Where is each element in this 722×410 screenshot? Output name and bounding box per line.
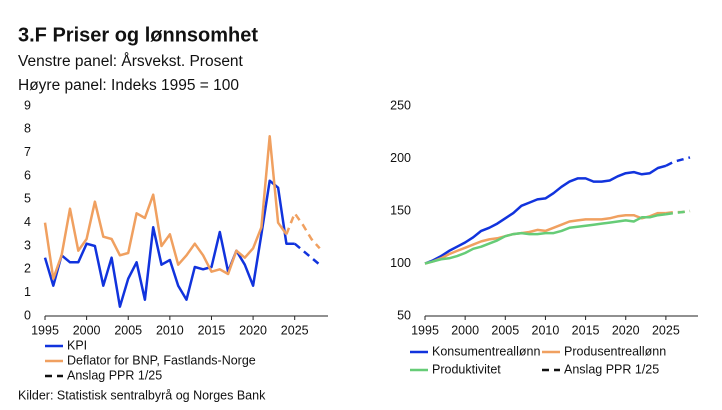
y-tick-label: 5 [24,192,31,206]
series-line-dashed [665,156,691,167]
series-line-solid [424,212,667,265]
y-tick-label: 0 [24,308,31,322]
y-tick-label: 50 [397,308,411,322]
x-tick-label: 2025 [281,323,309,337]
x-tick-label: 2005 [491,323,519,337]
subtitle: Høyre panel: Indeks 1995 = 100 [18,77,239,94]
x-tick-label: 2015 [572,323,600,337]
x-tick-label: 1995 [31,323,59,337]
x-tick-label: 2000 [451,323,479,337]
subtitle: Venstre panel: Årsvekst. Prosent [18,53,244,70]
x-tick-label: 2000 [73,323,101,337]
series-line-solid [424,164,667,265]
figure-title: 3.F Priser og lønnsomhet [18,24,258,46]
series-line-solid [43,135,288,280]
series-line-dashed [665,209,691,216]
legend-label: Anslag PPR 1/25 [67,368,162,382]
legend-label: KPI [67,338,87,352]
x-tick-label: 2025 [652,323,680,337]
legend-label: Produsentreallønn [564,344,666,358]
x-tick-label: 1995 [411,323,439,337]
x-tick-label: 2020 [239,323,267,337]
series-line-solid [43,179,295,308]
y-tick-label: 9 [24,98,31,112]
legend-label: Deflator for BNP, Fastlands-Norge [67,353,256,367]
x-tick-label: 2010 [156,323,184,337]
series-line-solid [424,211,666,265]
y-tick-label: 4 [24,215,31,229]
y-tick-label: 1 [24,285,31,299]
y-tick-label: 8 [24,122,31,136]
legend-label: Anslag PPR 1/25 [564,362,659,376]
legend-label: Produktivitet [432,362,501,376]
y-tick-label: 3 [24,238,31,252]
series-line-dashed [293,242,321,266]
y-tick-label: 2 [24,262,31,276]
y-tick-label: 7 [24,145,31,159]
source: Kilder: Statistisk sentralbyrå og Norges… [18,388,266,402]
x-tick-label: 2015 [198,323,226,337]
y-tick-label: 200 [390,151,411,165]
series-line-dashed [285,212,321,250]
x-tick-label: 2005 [114,323,142,337]
x-tick-label: 2020 [612,323,640,337]
y-tick-label: 100 [390,256,411,270]
x-tick-label: 2010 [532,323,560,337]
y-tick-label: 250 [390,98,411,112]
y-tick-label: 6 [24,168,31,182]
y-tick-label: 150 [390,203,411,217]
legend-label: Konsumentreallønn [432,344,540,358]
